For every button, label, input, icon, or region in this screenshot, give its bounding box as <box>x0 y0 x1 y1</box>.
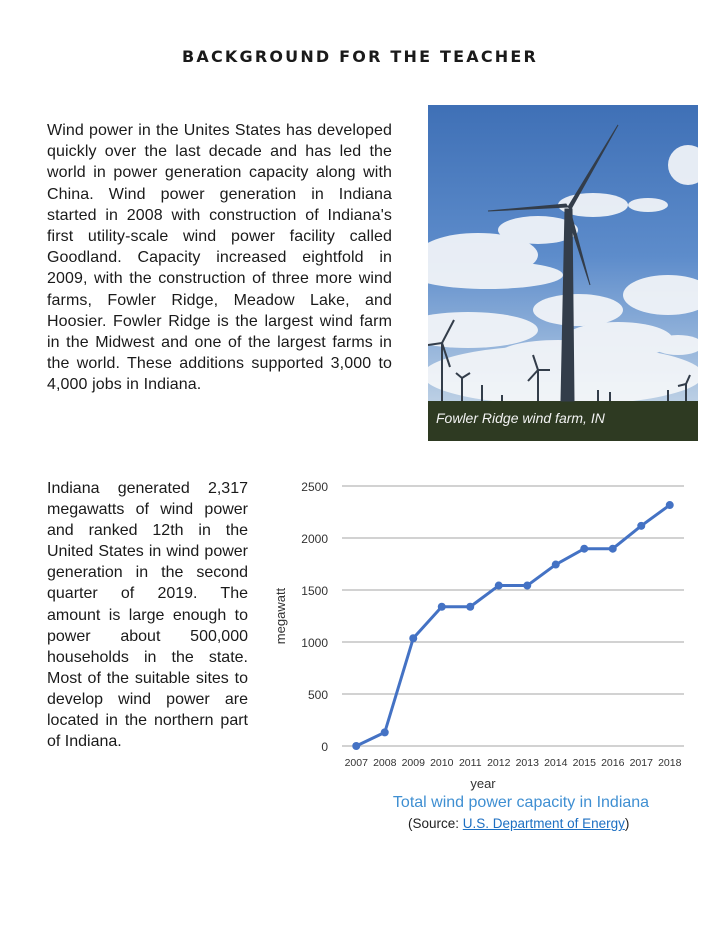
x-tick-label: 2018 <box>658 757 682 769</box>
x-tick-label: 2017 <box>630 757 654 769</box>
y-axis-label: megawatt <box>273 587 288 644</box>
data-point <box>523 581 532 590</box>
y-tick-label: 0 <box>321 740 328 754</box>
source-prefix: (Source: <box>408 816 463 831</box>
x-tick-label: 2012 <box>487 757 511 769</box>
data-point <box>437 602 446 611</box>
series-line <box>355 503 671 748</box>
data-point <box>494 581 503 590</box>
data-point <box>665 501 674 510</box>
y-tick-label: 2500 <box>301 480 328 494</box>
y-tick-label: 1000 <box>301 636 328 650</box>
x-tick-label: 2010 <box>430 757 454 769</box>
capacity-paragraph: Indiana generated 2,317 megawatts of win… <box>47 480 248 751</box>
data-point <box>608 544 617 553</box>
x-axis-label: year <box>470 776 496 791</box>
data-point <box>551 560 560 569</box>
page-title: Background for the Teacher <box>181 47 539 66</box>
wind-turbine-image <box>428 124 698 441</box>
data-point <box>466 602 475 611</box>
wind-capacity-chart: 0 500 1000 1500 2000 2500 2007 2008 2009 2010 2011… <box>273 480 684 791</box>
data-point <box>409 634 418 643</box>
y-tick-label: 1500 <box>301 584 328 598</box>
x-tick-label: 2014 <box>544 757 568 769</box>
data-point <box>580 544 589 553</box>
photo-caption: Fowler Ridge wind farm, IN <box>436 410 605 426</box>
x-tick-label: 2016 <box>601 757 625 769</box>
source-line: (Source: U.S. Department of Energy) <box>408 816 629 831</box>
data-point <box>352 742 361 750</box>
wind-farm-photo: Fowler Ridge wind farm, IN <box>428 105 698 441</box>
x-tick-label: 2013 <box>516 757 540 769</box>
x-tick-label: 2008 <box>373 757 397 769</box>
x-tick-label: 2015 <box>573 757 597 769</box>
chart-title: Total wind power capacity in Indiana <box>392 794 650 811</box>
x-tick-label: 2009 <box>402 757 426 769</box>
intro-paragraph: Wind power in the Unites States has deve… <box>47 122 392 394</box>
x-tick-label: 2011 <box>459 757 482 769</box>
data-point <box>637 521 646 530</box>
data-point <box>380 728 389 737</box>
y-tick-label: 500 <box>308 688 328 702</box>
source-suffix: ) <box>624 816 630 831</box>
y-tick-label: 2000 <box>301 532 328 546</box>
source-link[interactable]: U.S. Department of Energy <box>462 816 625 831</box>
x-tick-label: 2007 <box>345 757 369 769</box>
